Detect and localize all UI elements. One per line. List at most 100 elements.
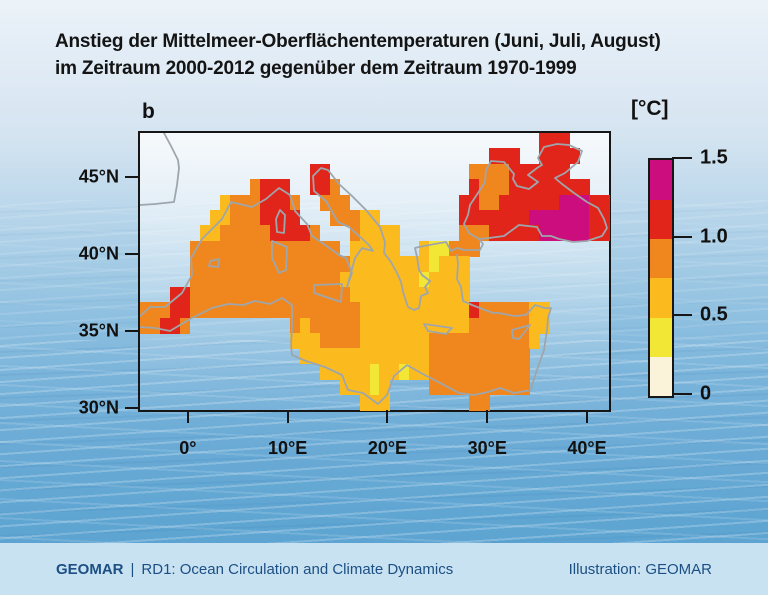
heatmap-cell — [459, 240, 470, 257]
heatmap-cell — [299, 317, 311, 334]
heatmap-cell — [379, 394, 391, 411]
heatmap-cell — [389, 348, 401, 365]
heatmap-cell — [309, 271, 321, 288]
heatmap-cell — [499, 302, 510, 319]
heatmap-cell — [219, 271, 231, 288]
heatmap-cell — [279, 256, 291, 273]
heatmap-cell — [469, 363, 480, 380]
heatmap-cell — [299, 225, 311, 242]
heatmap-cell — [289, 225, 301, 242]
heatmap-cell — [339, 379, 351, 396]
heatmap-cell — [479, 209, 490, 226]
heatmap-cell — [469, 333, 480, 350]
heatmap-cell — [549, 194, 560, 211]
coastlines — [140, 133, 608, 405]
heatmap-cell — [279, 194, 291, 211]
heatmap-cell — [439, 240, 450, 257]
heatmap-cell — [469, 348, 480, 365]
coastline-crete — [423, 323, 453, 335]
heatmap-cell — [189, 240, 201, 257]
heatmap-cells — [140, 133, 610, 411]
coastline-sicily — [313, 283, 343, 303]
heatmap-cell — [399, 333, 411, 350]
heatmap-cell — [359, 286, 371, 303]
heatmap-cell — [429, 256, 440, 273]
heatmap-cell — [269, 194, 281, 211]
longitude-tick — [586, 410, 589, 423]
heatmap-cell — [469, 240, 480, 257]
heatmap-cell — [369, 363, 381, 380]
heatmap-cell — [389, 256, 401, 273]
heatmap-cell — [519, 379, 530, 396]
heatmap-cell — [409, 256, 420, 273]
heatmap-cell — [359, 302, 371, 319]
heatmap-cell — [479, 363, 490, 380]
heatmap-cell — [199, 256, 211, 273]
heatmap-cell — [399, 256, 411, 273]
heatmap-cell — [459, 256, 470, 273]
heatmap-cell — [349, 240, 361, 257]
heatmap-cell — [549, 225, 560, 242]
heatmap-cell — [489, 333, 500, 350]
heatmap-cell — [279, 179, 291, 196]
heatmap-cell — [489, 317, 500, 334]
heatmap-cell — [399, 302, 411, 319]
heatmap-cell — [499, 179, 510, 196]
heatmap-cell — [289, 240, 301, 257]
heatmap-cell — [589, 225, 600, 242]
heatmap-cell — [489, 194, 500, 211]
heatmap-cell — [459, 333, 470, 350]
heatmap-cell — [359, 317, 371, 334]
heatmap-cell — [489, 209, 500, 226]
heatmap-cell — [149, 302, 161, 319]
heatmap-cell — [199, 286, 211, 303]
heatmap-cell — [539, 148, 550, 165]
heatmap-cell — [309, 302, 321, 319]
heatmap-cell — [309, 225, 321, 242]
heatmap-cell — [479, 348, 490, 365]
heatmap-cell — [539, 163, 550, 180]
heatmap-cell — [369, 209, 381, 226]
heatmap-cell — [279, 240, 291, 257]
heatmap-cell — [479, 194, 490, 211]
heatmap-cell — [199, 271, 211, 288]
longitude-tick-label: 10°E — [268, 438, 308, 458]
footer-separator: | — [130, 560, 135, 578]
heatmap-cell — [239, 194, 251, 211]
heatmap-cell — [269, 209, 281, 226]
heatmap-cell — [479, 317, 490, 334]
heatmap-cell — [489, 179, 500, 196]
heatmap-cell — [269, 271, 281, 288]
heatmap-cell — [339, 317, 351, 334]
latitude-tick — [125, 176, 138, 179]
heatmap-cell — [319, 240, 331, 257]
heatmap-cell — [389, 271, 401, 288]
heatmap-cell — [469, 302, 480, 319]
heatmap-cell — [469, 394, 480, 411]
heatmap-cell — [369, 302, 381, 319]
latitude-tick — [125, 407, 138, 409]
heatmap-cell — [539, 179, 550, 196]
heatmap-cell — [409, 363, 420, 380]
heatmap-cell — [499, 225, 510, 242]
heatmap-cell — [349, 302, 361, 319]
heatmap-cell — [259, 286, 271, 303]
heatmap-cell — [479, 333, 490, 350]
heatmap-cell — [359, 209, 371, 226]
heatmap-cell — [229, 256, 241, 273]
heatmap-cell — [459, 379, 470, 396]
heatmap-cell — [199, 240, 211, 257]
heatmap-cell — [429, 348, 440, 365]
heatmap-cell — [249, 194, 261, 211]
heatmap-cell — [399, 348, 411, 365]
heatmap-cell — [499, 379, 510, 396]
heatmap-cell — [479, 163, 490, 180]
heatmap-cell — [559, 225, 570, 242]
heatmap-cell — [299, 256, 311, 273]
heatmap-cell — [449, 302, 460, 319]
latitude-tick-label: 35°N — [78, 320, 119, 341]
heatmap-cell — [169, 302, 181, 319]
heatmap-cell — [529, 333, 540, 350]
heatmap-cell — [359, 348, 371, 365]
heatmap-cell — [269, 240, 281, 257]
